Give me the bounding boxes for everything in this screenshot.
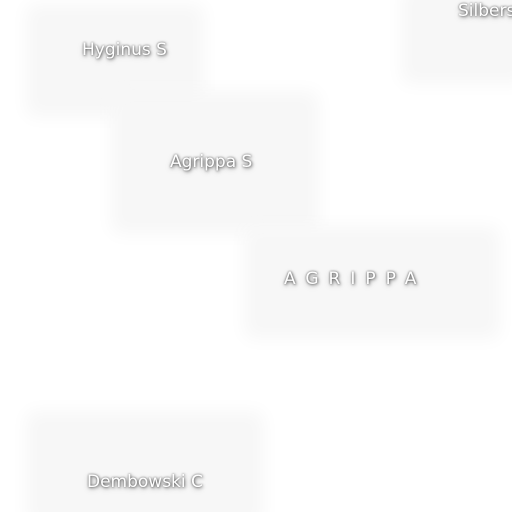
label-halo xyxy=(125,105,305,220)
label-halo xyxy=(40,425,250,512)
crater-label-dembowski-c[interactable]: Dembowski C xyxy=(87,472,203,492)
crater-label-agrippa[interactable]: AGRIPPA xyxy=(284,269,427,289)
label-halo xyxy=(40,18,190,103)
crater-label-agrippa-s[interactable]: Agrippa S xyxy=(170,152,253,172)
crater-label-hyginus-s[interactable]: Hyginus S xyxy=(82,40,167,60)
label-halo xyxy=(415,0,512,70)
label-halo xyxy=(258,240,486,325)
crater-label-silberschlag[interactable]: Silbers xyxy=(458,1,512,21)
